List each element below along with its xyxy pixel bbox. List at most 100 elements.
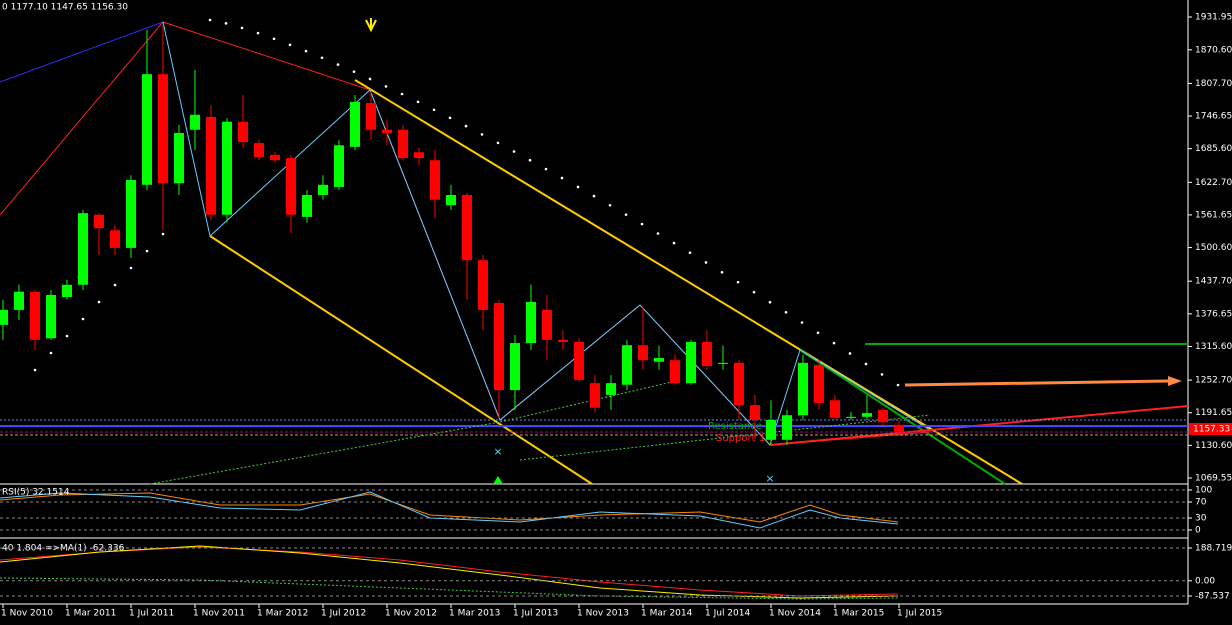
price-tag-label: 1157.33	[1193, 425, 1230, 435]
y-tick-label: 0	[1195, 526, 1201, 536]
candle-body	[238, 121, 248, 143]
sar-dot	[528, 158, 532, 162]
signal-arrow	[365, 18, 377, 33]
zigzag	[0, 21, 164, 83]
y-tick-label: 100	[1195, 486, 1212, 496]
candle-body	[526, 301, 536, 344]
quote-header: 0 1177.10 1147.65 1156.30	[2, 3, 128, 13]
y-tick-label: -87.537	[1195, 592, 1230, 602]
sar-dot	[880, 373, 884, 376]
sar-dot	[416, 100, 420, 104]
candle-body	[622, 345, 632, 385]
y-tick-label: 1191.65	[1195, 408, 1232, 418]
y-tick-label: 1376.65	[1195, 309, 1232, 319]
y-tick-label: 1746.65	[1195, 112, 1232, 122]
y-tick-label: 1931.95	[1195, 13, 1232, 23]
candle-body	[782, 415, 792, 440]
sar-dot	[208, 18, 212, 22]
sar-dot	[720, 270, 724, 274]
x-tick-label: 1 Nov 2012	[385, 609, 437, 619]
candle-body	[0, 309, 8, 325]
candle-body	[398, 129, 408, 159]
osc-label: 40 1.804 =>MA(1) -62.336	[2, 544, 125, 554]
candle-body	[318, 184, 328, 195]
rsi-line	[0, 491, 899, 529]
sar-dot	[145, 249, 149, 253]
candle-body	[894, 424, 904, 432]
sar-dot	[113, 283, 117, 287]
candle-body	[686, 341, 696, 384]
sar-dot	[288, 43, 292, 47]
sar-dot	[576, 185, 580, 189]
x-tick-label: 1 Jul 2012	[321, 609, 366, 619]
candle-body	[302, 194, 312, 217]
candle-body	[718, 362, 728, 364]
marker: ×	[765, 472, 774, 485]
x-tick-label: 1 Jul 2014	[705, 609, 750, 619]
candle-body	[590, 383, 600, 408]
sar-dot	[304, 49, 308, 53]
x-tick-label: 1 Mar 2012	[257, 609, 308, 619]
trend-line	[799, 349, 1006, 485]
x-tick-label: 1 Mar 2015	[833, 609, 884, 619]
sar-dot	[768, 300, 772, 304]
candle-body	[190, 114, 200, 130]
forecast-arrow	[904, 379, 1171, 387]
candle-body	[350, 101, 360, 147]
y-tick-label: 1315.60	[1195, 342, 1232, 352]
sar-dot	[368, 77, 372, 81]
candle-body	[462, 194, 472, 261]
sar-dot	[161, 232, 165, 236]
sar-dot	[480, 133, 484, 136]
candle-body	[222, 121, 232, 215]
candle-body	[654, 358, 664, 362]
sar-dot	[400, 92, 404, 96]
candle-body	[126, 180, 136, 248]
sar-dot	[81, 317, 85, 321]
candle-body	[510, 343, 520, 391]
sar-dot	[736, 280, 740, 284]
sar-dot	[608, 204, 612, 207]
candle-body	[414, 152, 424, 159]
zigzag	[162, 21, 931, 446]
candle-body	[558, 339, 568, 342]
y-tick-label: 70	[1195, 498, 1207, 508]
x-tick-label: 1 Mar 2011	[65, 609, 116, 619]
x-tick-label: 1 Nov 2014	[769, 609, 821, 619]
channel-line	[209, 235, 593, 485]
candle-body	[366, 103, 376, 130]
sar-dot	[704, 261, 708, 264]
y-tick-label: 1870.60	[1195, 45, 1232, 55]
arrow-head	[1168, 376, 1182, 386]
candle-body	[446, 194, 456, 206]
marker: ×	[493, 445, 502, 458]
candle-body	[46, 294, 56, 339]
osc-line	[0, 577, 899, 600]
candle-body	[670, 360, 680, 384]
signal-arrow	[493, 476, 503, 484]
sar-dot	[432, 108, 436, 112]
sar-dot	[656, 232, 660, 235]
y-tick-label: 1069.55	[1195, 474, 1232, 484]
sar-dot	[688, 251, 692, 255]
y-tick-label: 188.719	[1195, 544, 1232, 554]
price-tag	[1189, 423, 1232, 435]
candle-body	[110, 230, 120, 248]
x-tick-label: 1 Jul 2013	[513, 609, 558, 619]
sar-dot	[224, 22, 228, 25]
y-tick-label: 1500.60	[1195, 243, 1232, 253]
sar-dot	[864, 362, 868, 366]
sar-dot	[320, 56, 324, 60]
candle-body	[638, 345, 648, 361]
candle-body	[542, 309, 552, 340]
candle-body	[14, 291, 24, 310]
candle-body	[830, 400, 840, 418]
x-tick-label: 1 Nov 2010	[1, 609, 53, 619]
sar-dot	[816, 331, 820, 335]
candle-body	[494, 302, 504, 391]
sar-dot	[448, 116, 452, 120]
candle-body	[206, 116, 216, 215]
candle-body	[430, 160, 440, 200]
